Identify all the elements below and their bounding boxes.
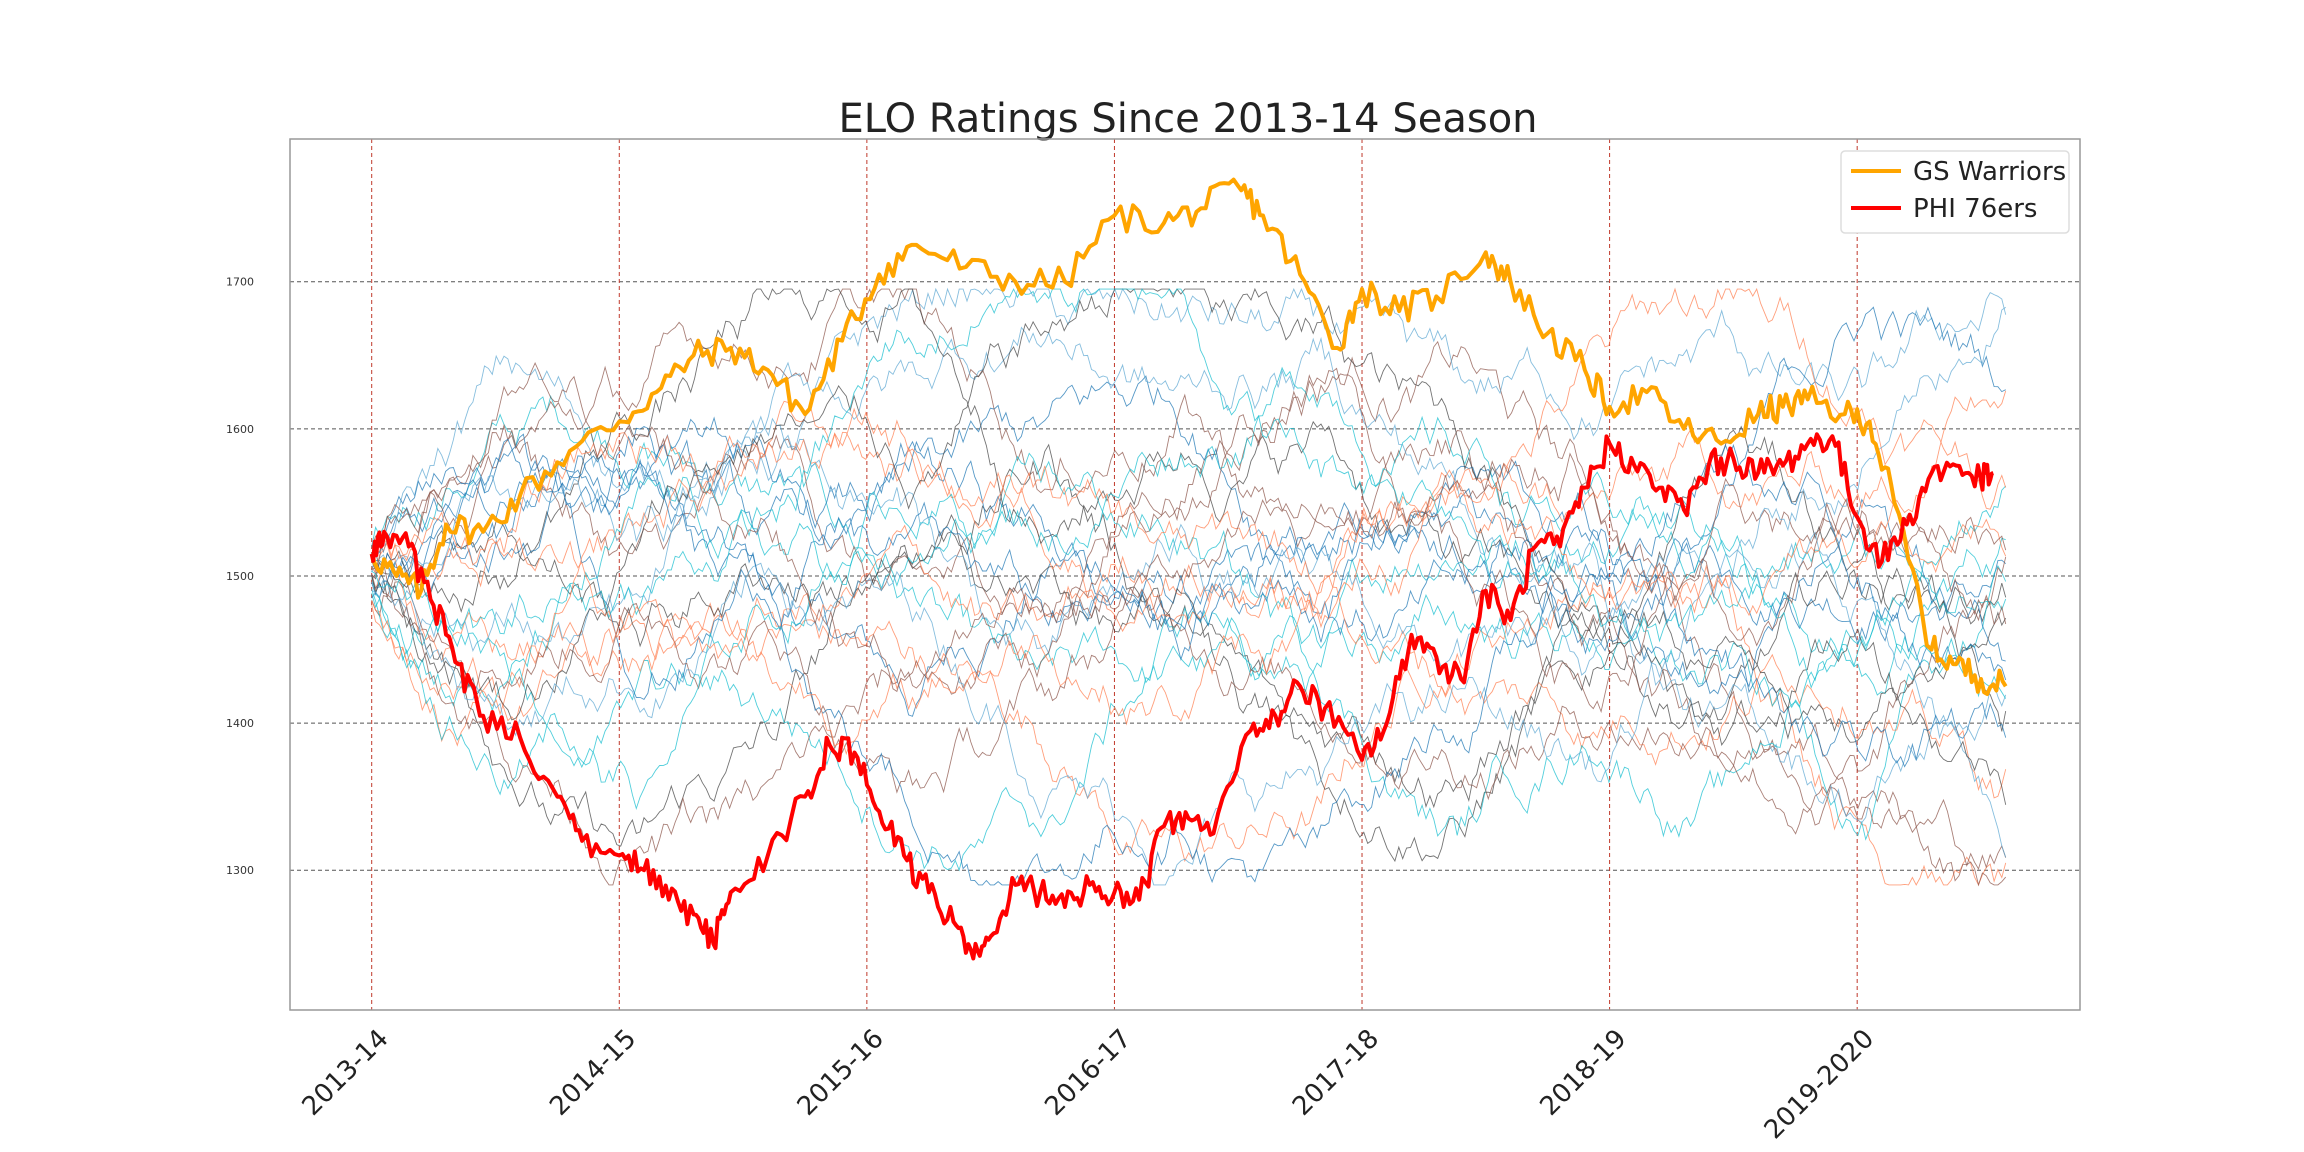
phi-76ers-line: [369, 432, 1994, 961]
background-team-line: [371, 400, 2007, 716]
legend: GS Warriors PHI 76ers: [1840, 150, 2070, 234]
background-team-line: [371, 425, 2007, 809]
x-tick-label: 2014-15: [544, 1024, 642, 1122]
background-team-line: [371, 288, 2007, 746]
y-axis-ticks: 1300 1400 1500 1600 1700: [226, 276, 254, 878]
x-tick-label: 2018-19: [1535, 1024, 1633, 1122]
background-team-line: [371, 288, 2007, 699]
x-tick-label: 2016-17: [1039, 1024, 1137, 1122]
x-tick-label: 2013-14: [297, 1024, 395, 1122]
background-team-line: [371, 287, 2007, 558]
chart-title: ELO Ratings Since 2013-14 Season: [838, 96, 1537, 142]
y-tick-label: 1700: [226, 276, 254, 289]
plot-frame: [289, 138, 2081, 1011]
background-team-line: [371, 556, 2007, 835]
highlighted-team-lines: [369, 177, 2008, 961]
background-team-line: [371, 438, 2007, 886]
background-team-line: [371, 340, 2007, 887]
y-tick-label: 1400: [226, 717, 254, 730]
x-tick-label: 2017-18: [1287, 1024, 1385, 1122]
background-team-line: [371, 394, 2006, 696]
background-team-line: [371, 373, 2007, 886]
background-team-line: [371, 306, 2006, 886]
legend-gs-label: GS Warriors: [1913, 157, 2066, 187]
gs-warriors-line: [369, 177, 2008, 696]
background-team-line: [371, 524, 2007, 799]
y-tick-label: 1300: [226, 864, 254, 877]
legend-phi-label: PHI 76ers: [1913, 194, 2037, 224]
y-tick-label: 1500: [226, 570, 254, 583]
background-team-line: [371, 287, 2007, 595]
y-tick-label: 1600: [226, 423, 254, 436]
background-team-line: [371, 416, 2007, 768]
x-tick-label: 2019-2020: [1759, 1024, 1880, 1145]
background-team-line: [371, 306, 2006, 655]
background-team-line: [371, 288, 2007, 871]
background-team-line: [371, 452, 2007, 838]
background-team-line: [371, 362, 2007, 693]
background-team-line: [371, 366, 2007, 811]
background-team-line: [371, 326, 2007, 824]
background-team-line: [371, 567, 2007, 887]
background-team-line: [371, 455, 2007, 717]
x-axis-ticks: 2013-14 2014-15 2015-16 2016-17 2017-18 2018-…: [297, 1024, 1881, 1145]
background-team-lines: [371, 287, 2007, 887]
background-team-line: [371, 433, 2006, 700]
grid-layer: [290, 139, 2080, 1010]
background-team-line: [371, 390, 2007, 756]
x-tick-label: 2015-16: [792, 1024, 890, 1122]
background-team-line: [371, 287, 2007, 805]
